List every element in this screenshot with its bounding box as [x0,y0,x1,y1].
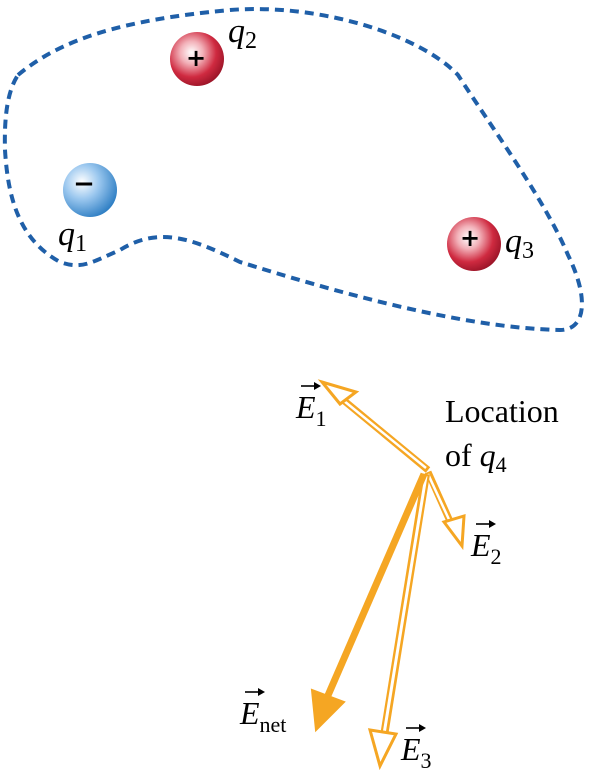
charge-symbol: q [228,13,245,50]
label-e1: E1 [295,382,327,431]
vector-overarrow-head [258,688,265,696]
vector-overarrow-head [489,520,496,528]
svg-text:q3: q3 [505,223,534,264]
location-index: 4 [496,452,507,477]
e3-arrowhead [367,728,399,771]
svg-text:q1: q1 [58,216,87,257]
svg-text:E1: E1 [295,389,327,431]
svg-text:of q4: of q4 [445,437,507,477]
svg-text:E3: E3 [400,731,432,773]
charge-symbol: q [505,223,522,260]
vector-e3 [367,473,430,771]
positive-charge-sphere [170,32,224,86]
svg-text:E2: E2 [470,527,502,569]
charge-sign: + [186,44,206,72]
location-line2: of [445,437,480,473]
dashed-boundary [2,7,584,333]
vector-enet [310,472,428,733]
charge-q3: + q3 [447,217,534,271]
vector-index: 1 [316,406,327,431]
charge-sign: − [73,169,95,199]
charge-index: 1 [75,231,87,257]
charge-q1: − q1 [58,163,117,257]
vector-e2 [424,470,466,551]
vector-index: 3 [421,748,432,773]
vector-symbol: E [400,731,421,767]
positive-charge-sphere [447,217,501,271]
e1-arrowhead [317,379,360,407]
vector-e1 [317,379,431,473]
svg-text:q2: q2 [228,13,257,54]
negative-charge-sphere [63,163,117,217]
location-line1: Location [445,393,559,429]
enet-shaft [322,472,428,702]
e2-arrowhead [441,513,466,551]
enet-arrowhead [310,688,346,733]
e1-shaft-inner [337,395,427,469]
e2-shaft-inner [426,473,454,527]
charge-q2: + q2 [170,13,257,86]
charge-index: 3 [522,238,534,264]
charge-symbol: q [58,216,75,253]
charge-sign: + [460,224,480,252]
vector-index: 2 [491,544,502,569]
vector-symbol: E [295,389,316,425]
label-e3: E3 [400,724,432,773]
vector-overarrow-head [419,724,426,732]
label-enet: Enet [239,688,286,737]
vector-index: net [260,712,287,737]
charge-index: 2 [245,28,257,54]
svg-text:Enet: Enet [239,695,286,737]
label-e2: E2 [470,520,502,569]
location-label: Location of q4 [445,393,559,477]
e3-shaft-inner [382,475,428,735]
vector-symbol: E [470,527,491,563]
vector-symbol: E [239,695,260,731]
location-symbol: q [480,437,496,473]
vector-overarrow-head [314,382,321,390]
